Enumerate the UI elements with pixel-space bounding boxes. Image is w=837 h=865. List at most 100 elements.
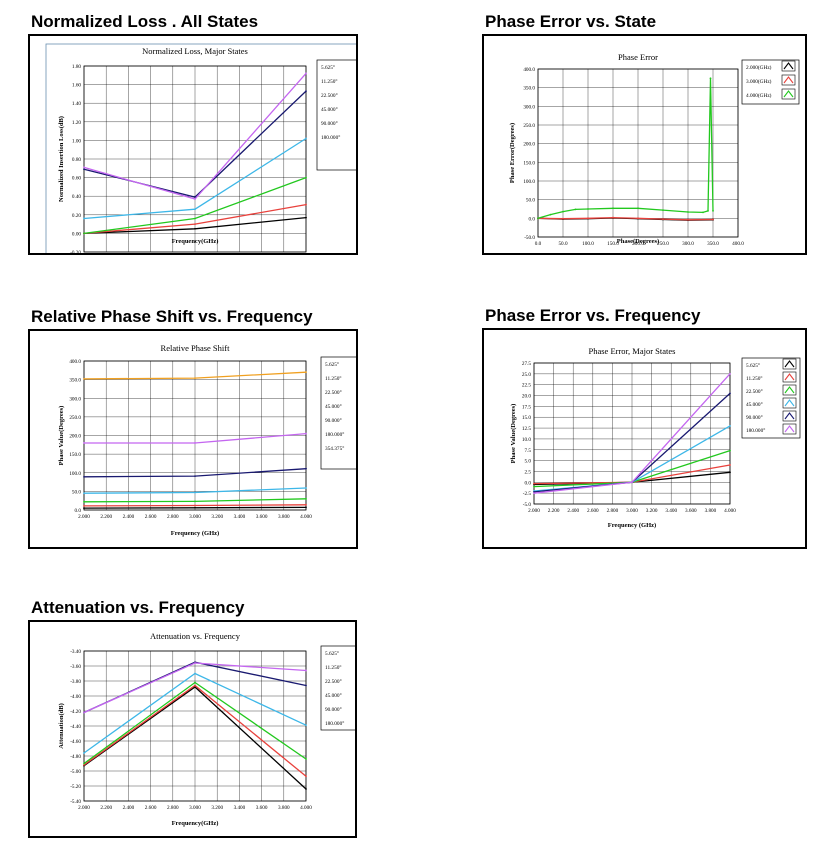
phase_freq-y-tick-label: 2.5 (525, 469, 532, 475)
phase_freq-title: Phase Error, Major States (588, 346, 675, 356)
loss-series-point-2 (305, 176, 307, 179)
loss-frame (45, 43, 356, 253)
atten-series-point-4 (305, 684, 307, 687)
loss-legend-label-5: 180.000° (321, 134, 340, 141)
phase_freq-series-point-5 (729, 372, 731, 375)
loss-y-tick-label: 1.20 (72, 120, 81, 126)
phase_state-svg: Phase Error 0.0 50.0 100.0 150.0 200.0 250.0 30… (509, 52, 800, 247)
rel_phase-series-point-4 (194, 475, 196, 478)
atten-series-point-5 (83, 711, 85, 714)
atten-y-tick-label: -4.00 (70, 694, 81, 700)
loss-chart-panel: Normalized Loss, Major States2.0002.2002… (28, 34, 358, 255)
phase_freq-legend-marker-5 (784, 425, 795, 433)
loss-series-point-3 (305, 137, 307, 140)
phase_freq-plot-area (533, 362, 731, 505)
atten-y-tick-label: -4.40 (70, 724, 81, 730)
phase_state-y-tick-label: 300.0 (523, 104, 535, 110)
phase_freq-svg: Phase Error, Major States 2.000 2.200 2.400… (510, 346, 801, 529)
loss-y-axis-label: Normalized Insertion Loss(dB) (58, 116, 65, 202)
rel_phase-y-tick-label: 250.0 (69, 415, 81, 421)
phase_state-y-tick-label: 150.0 (523, 160, 535, 166)
loss-series-point-5 (83, 166, 85, 169)
phase_state-y-axis-label: Phase Error(Degrees) (509, 123, 516, 183)
rel_phase-y-tick-label: 50.0 (72, 489, 81, 495)
phase_freq-legend-swatch-5 (782, 423, 797, 435)
atten-svg: Attenuation vs. Frequency 2.000 2.200 2.400… (58, 631, 355, 827)
phase_state-series-point-2 (687, 211, 689, 213)
rel_phase-legend-label-2: 22.500° (325, 389, 342, 396)
phase_state-legend-marker-1 (783, 76, 794, 84)
atten-x-axis-label: Frequency(GHz) (172, 820, 219, 827)
atten-legend-label-3: 45.000° (325, 692, 342, 699)
atten-heading: Attenuation vs. Frequency (31, 598, 245, 617)
atten-title: Attenuation vs. Frequency (150, 631, 241, 641)
phase_freq-y-tick-label: -2.5 (523, 491, 532, 497)
rel_phase-legend-label-4: 90.000° (325, 417, 342, 424)
rel_phase-series-point-0 (83, 507, 85, 510)
rel_phase-svg: Relative Phase Shift 2.000 2.200 2.400 2.600… (58, 343, 356, 537)
phase_freq-series-point-1 (729, 464, 731, 466)
phase_freq-y-tick-label: 27.5 (522, 361, 531, 367)
rel_phase-legend-label-5: 180.000° (325, 431, 344, 438)
phase-freq-heading: Phase Error vs. Frequency (485, 306, 701, 325)
phase_freq-y-tick-label: 0.0 (525, 480, 532, 486)
phase_freq-y-tick-label: 25.0 (522, 372, 531, 378)
phase_freq-x-tick-label: 3.800 (705, 508, 717, 514)
atten-series-point-0 (305, 788, 307, 790)
atten-x-tick-label: 2.400 (123, 805, 135, 811)
rel_phase-y-tick-label: 0.0 (75, 508, 82, 514)
phase_state-x-tick-label: 400.0 (732, 241, 744, 247)
phase_freq-series-point-1 (533, 482, 535, 485)
loss-series-point-2 (83, 232, 85, 235)
phase_state-x-tick-label: 300.0 (682, 241, 694, 247)
loss-legend-label-4: 90.000° (321, 120, 338, 127)
phase_state-legend-label-0: 2.000(GHz) (746, 64, 772, 71)
rel_phase-series-point-4 (305, 467, 307, 470)
phase-state-heading: Phase Error vs. State (485, 12, 657, 31)
atten-y-tick-label: -4.60 (70, 739, 81, 745)
loss-series-point-4 (305, 90, 307, 93)
phase_state-series-point-2 (702, 211, 704, 214)
phase_state-legend-label-1: 3.000(GHz) (746, 78, 772, 85)
atten-x-tick-label: 3.200 (211, 805, 223, 811)
atten-x-tick-label: 3.000 (189, 805, 201, 811)
rel_phase-series-point-6 (194, 377, 196, 380)
loss-series-point-2 (194, 217, 196, 220)
atten-y-tick-label: -5.40 (70, 799, 81, 805)
loss-svg: Normalized Loss, Major States2.0002.2002… (45, 43, 356, 253)
loss-x-axis-label: Frequency(GHz) (172, 238, 219, 245)
phase_freq-x-tick-label: 3.600 (685, 508, 697, 514)
phase_state-series-point-2 (587, 208, 589, 210)
phase_freq-x-tick-label: 2.200 (548, 508, 560, 514)
loss-y-tick-label: -0.20 (70, 250, 81, 253)
atten-y-tick-label: -4.80 (70, 754, 81, 760)
rel_phase-x-tick-label: 3.000 (189, 514, 201, 520)
atten-x-tick-label: 3.800 (278, 805, 290, 811)
rel_phase-series-point-6 (305, 371, 307, 374)
loss-y-tick-label: 1.80 (72, 64, 81, 70)
loss-title: Normalized Loss, Major States (142, 46, 248, 56)
phase_freq-legend-marker-4 (784, 412, 795, 420)
phase_freq-series-point-5 (631, 481, 633, 484)
loss-y-tick-label: 1.40 (72, 101, 81, 107)
rel_phase-x-tick-label: 3.800 (278, 514, 290, 520)
phase_freq-y-tick-label: 20.0 (522, 394, 531, 400)
atten-x-tick-label: 2.000 (78, 805, 90, 811)
phase_state-y-tick-label: 250.0 (523, 123, 535, 129)
atten-series-point-3 (83, 752, 85, 754)
atten-y-axis-label: Attenuation(dB) (58, 703, 65, 749)
phase_state-x-axis-label: Phase(Degrees) (617, 238, 659, 245)
rel_phase-y-tick-label: 400.0 (69, 359, 81, 365)
atten-x-tick-label: 4.000 (300, 805, 312, 811)
loss-y-tick-label: 0.00 (72, 231, 81, 237)
rel_phase-x-tick-label: 2.200 (100, 514, 112, 520)
phase_freq-legend-marker-0 (784, 360, 795, 368)
rel_phase-series-point-5 (83, 442, 85, 444)
phase_state-series-point-2 (537, 217, 539, 220)
phase_freq-x-axis-label: Frequency (GHz) (608, 522, 656, 529)
phase_state-legend-swatch-0 (781, 60, 796, 72)
phase_freq-legend-swatch-3 (782, 397, 797, 409)
rel_phase-x-tick-label: 2.800 (167, 514, 179, 520)
atten-series-point-1 (83, 764, 85, 766)
phase_freq-y-tick-label: 15.0 (522, 415, 531, 421)
